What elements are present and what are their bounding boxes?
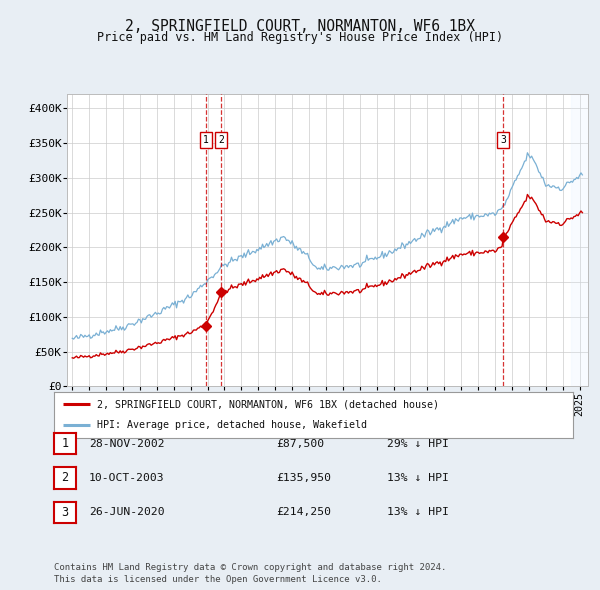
Text: 13% ↓ HPI: 13% ↓ HPI xyxy=(387,507,449,517)
Text: HPI: Average price, detached house, Wakefield: HPI: Average price, detached house, Wake… xyxy=(97,420,367,430)
Text: 13% ↓ HPI: 13% ↓ HPI xyxy=(387,473,449,483)
Text: £87,500: £87,500 xyxy=(276,439,324,448)
Text: Price paid vs. HM Land Registry's House Price Index (HPI): Price paid vs. HM Land Registry's House … xyxy=(97,31,503,44)
Text: 2: 2 xyxy=(218,135,224,145)
Text: 26-JUN-2020: 26-JUN-2020 xyxy=(89,507,164,517)
Text: 2: 2 xyxy=(61,471,68,484)
Text: 2, SPRINGFIELD COURT, NORMANTON, WF6 1BX: 2, SPRINGFIELD COURT, NORMANTON, WF6 1BX xyxy=(125,19,475,34)
Text: £135,950: £135,950 xyxy=(276,473,331,483)
Text: 29% ↓ HPI: 29% ↓ HPI xyxy=(387,439,449,448)
Bar xyxy=(571,94,600,386)
Text: 1: 1 xyxy=(203,135,209,145)
Text: 3: 3 xyxy=(61,506,68,519)
Text: 2, SPRINGFIELD COURT, NORMANTON, WF6 1BX (detached house): 2, SPRINGFIELD COURT, NORMANTON, WF6 1BX… xyxy=(97,399,439,409)
Text: 1: 1 xyxy=(61,437,68,450)
Text: 3: 3 xyxy=(500,135,506,145)
Text: 28-NOV-2002: 28-NOV-2002 xyxy=(89,439,164,448)
Text: 10-OCT-2003: 10-OCT-2003 xyxy=(89,473,164,483)
Text: Contains HM Land Registry data © Crown copyright and database right 2024.
This d: Contains HM Land Registry data © Crown c… xyxy=(54,563,446,584)
Text: £214,250: £214,250 xyxy=(276,507,331,517)
